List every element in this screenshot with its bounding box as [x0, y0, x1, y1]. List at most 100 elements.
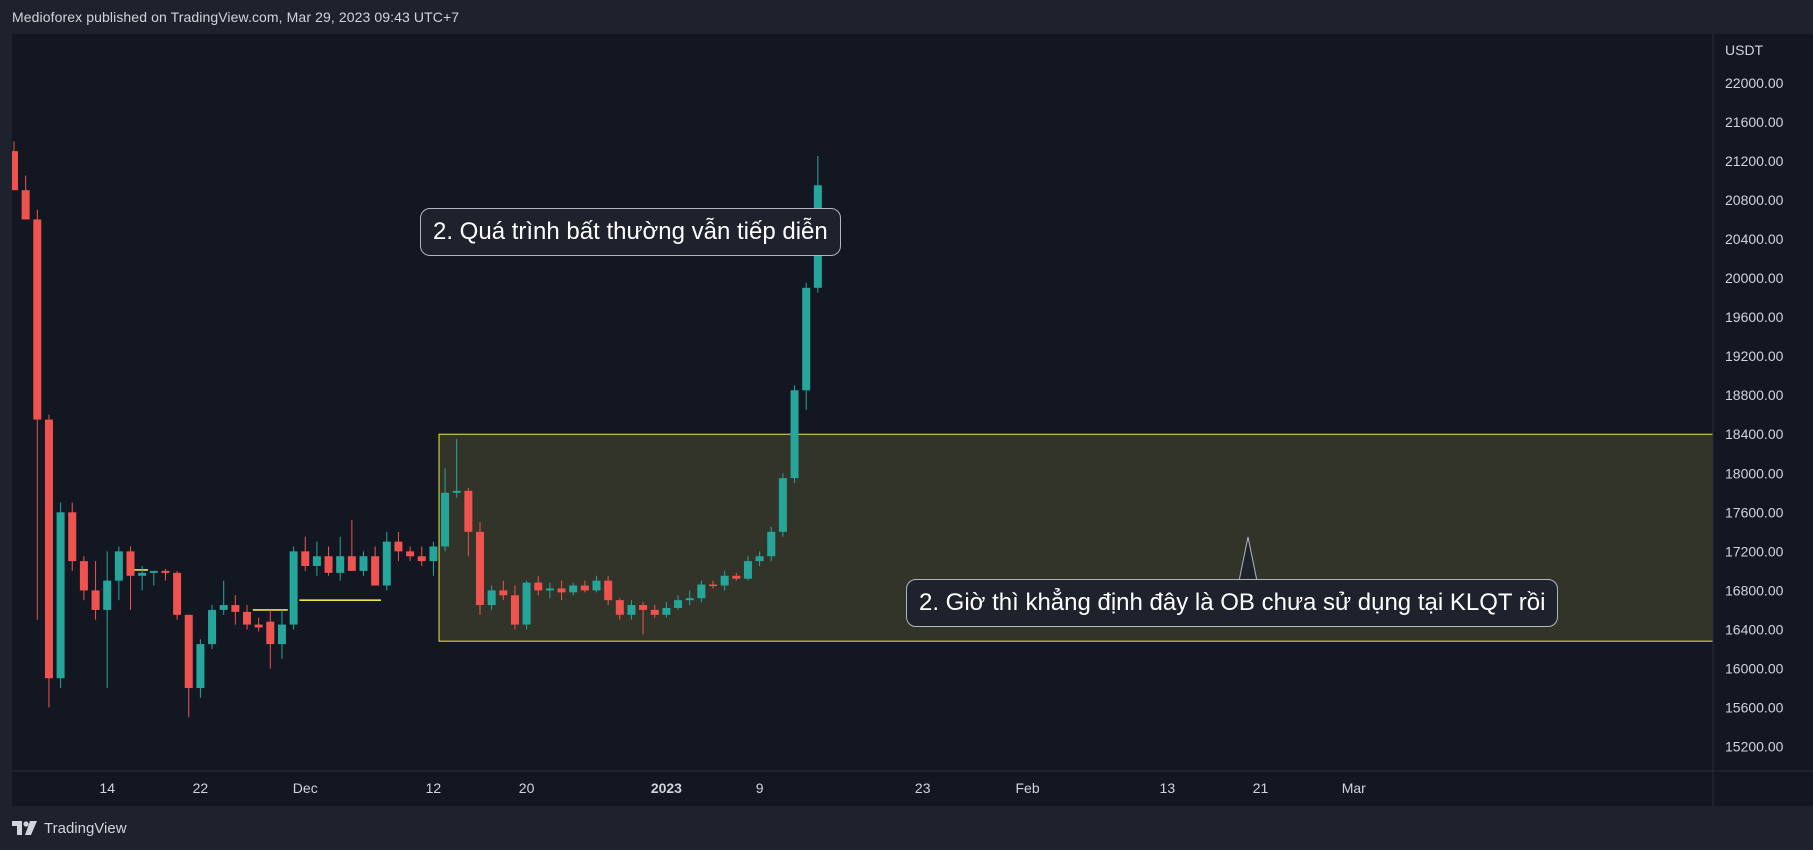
candle-4 — [44, 414, 53, 708]
candle-52 — [604, 575, 613, 606]
candle-66 — [767, 526, 776, 562]
candle-23 — [266, 609, 275, 669]
price-axis: 22000.00 21600.00 21200.00 20800.00 20400.00… — [1725, 75, 1784, 755]
currency-label: USDT — [1725, 42, 1764, 58]
candle-body — [254, 624, 263, 628]
candle-body — [639, 605, 648, 610]
candle-body — [510, 595, 519, 625]
candle-3 — [33, 209, 42, 620]
candle-body — [243, 611, 251, 625]
tradingview-logo[interactable]: TradingView — [12, 818, 127, 838]
candle-10 — [114, 546, 123, 601]
callout-top[interactable]: 2. Quá trình bất thường vẫn tiếp diễn — [420, 208, 841, 256]
candle-25 — [289, 546, 298, 630]
price-tick-label: 21200.00 — [1725, 153, 1784, 169]
price-tick-label: 19200.00 — [1725, 348, 1784, 364]
time-tick-label: Mar — [1342, 780, 1366, 796]
time-axis: 14 22 Dec 12 20 2023 9 23 Feb 13 21 Mar — [99, 780, 1366, 796]
candle-body — [674, 600, 683, 608]
price-tick-label: 18800.00 — [1725, 387, 1784, 403]
candle-body — [324, 556, 333, 573]
price-tick-label: 20800.00 — [1725, 192, 1784, 208]
candle-22 — [254, 617, 263, 632]
time-tick-label: 13 — [1160, 780, 1176, 796]
time-tick-label: 22 — [193, 780, 209, 796]
candle-56 — [650, 605, 659, 618]
candle-58 — [674, 595, 683, 610]
price-tick-label: 16400.00 — [1725, 621, 1784, 637]
candle-16 — [184, 614, 193, 718]
candle-body — [184, 614, 193, 689]
chart-frame[interactable]: USDT 22000.00 21600.00 21200.00 20800.00 204… — [12, 34, 1813, 806]
time-tick-label: 9 — [756, 780, 764, 796]
candle-36 — [417, 546, 426, 567]
candle-body — [755, 556, 764, 562]
candle-33 — [382, 531, 391, 591]
candle-body — [114, 551, 123, 581]
publisher-header: Medioforex published on TradingView.com,… — [12, 9, 460, 25]
candle-body — [382, 541, 391, 586]
time-tick-label: 14 — [99, 780, 115, 796]
candle-body — [557, 588, 566, 593]
candle-69 — [802, 282, 811, 410]
candle-body — [709, 584, 717, 587]
candle-body — [627, 605, 636, 615]
candle-body — [487, 590, 496, 606]
callout-bottom[interactable]: 2. Giờ thì khẳng định đây là OB chưa sử … — [906, 579, 1559, 627]
candle-body — [534, 582, 543, 591]
candle-body — [569, 585, 578, 593]
candle-49 — [569, 582, 578, 596]
candle-7 — [79, 556, 88, 601]
candle-57 — [662, 602, 671, 618]
candle-body — [301, 551, 310, 567]
candle-51 — [592, 575, 601, 593]
candle-24 — [277, 609, 286, 659]
candle-body — [161, 570, 170, 573]
candle-body — [44, 419, 53, 679]
plot-background — [12, 34, 1813, 806]
candle-47 — [545, 582, 554, 599]
candle-body — [149, 570, 158, 573]
candle-body — [778, 478, 787, 532]
candle-body — [359, 556, 368, 571]
candle-body — [767, 531, 776, 557]
candle-body — [289, 551, 298, 625]
candle-28 — [324, 546, 333, 576]
candle-body — [266, 621, 275, 645]
candle-17 — [196, 639, 205, 698]
time-tick-label: 2023 — [651, 780, 682, 796]
candle-14 — [161, 568, 170, 581]
candle-body — [499, 590, 508, 596]
candle-body — [33, 219, 42, 420]
candle-body — [452, 490, 461, 493]
candle-30 — [347, 520, 356, 571]
candle-body — [371, 556, 380, 586]
price-chart[interactable]: USDT 22000.00 21600.00 21200.00 20800.00 204… — [12, 34, 1813, 806]
price-tick-label: 17200.00 — [1725, 543, 1784, 559]
candle-body — [743, 561, 752, 579]
price-tick-label: 20400.00 — [1725, 231, 1784, 247]
candle-body — [790, 390, 799, 479]
candle-44 — [510, 585, 519, 630]
candle-body — [802, 287, 811, 391]
candle-body — [685, 598, 694, 601]
candle-body — [441, 492, 450, 547]
candle-8 — [91, 561, 100, 620]
candle-65 — [755, 551, 764, 567]
candle-body — [312, 556, 321, 567]
candle-61 — [709, 580, 717, 589]
candle-body — [604, 580, 613, 601]
candle-body — [103, 580, 112, 610]
footer-brand: TradingView — [44, 819, 127, 837]
candle-40 — [464, 487, 473, 557]
candle-45 — [522, 580, 531, 630]
candle-21 — [243, 605, 251, 630]
candle-50 — [580, 580, 589, 593]
candle-2 — [21, 175, 30, 220]
candle-body — [615, 600, 624, 615]
candle-64 — [743, 556, 752, 581]
candle-body — [347, 556, 356, 571]
candle-41 — [476, 522, 484, 615]
candle-body — [406, 551, 415, 557]
candle-body — [56, 512, 65, 679]
